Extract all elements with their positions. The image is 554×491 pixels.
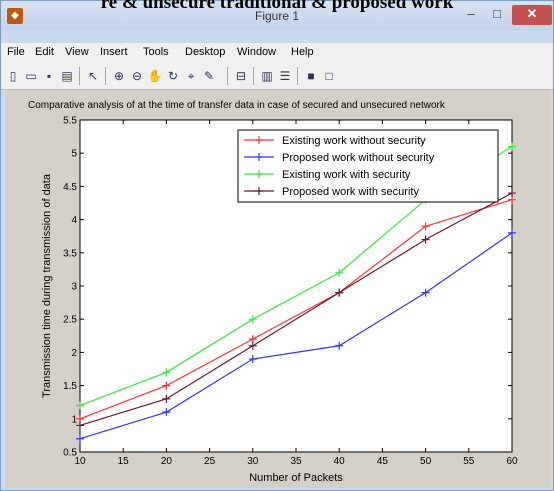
data-point-marker xyxy=(508,142,516,151)
menu-view[interactable]: View xyxy=(65,46,89,58)
x-tick-label: 35 xyxy=(290,456,302,467)
data-point-marker xyxy=(421,222,430,231)
dock-icon[interactable]: □ xyxy=(325,69,333,83)
data-point-marker xyxy=(508,189,516,198)
colorbar-icon[interactable]: ▥ xyxy=(261,69,273,83)
rotate-icon[interactable]: ↻ xyxy=(167,69,179,83)
window-title: Figure 1 xyxy=(254,9,300,23)
data-point-marker xyxy=(248,341,257,350)
data-point-marker xyxy=(335,288,344,297)
x-tick-label: 30 xyxy=(247,456,259,467)
legend[interactable]: Existing work without security Proposed w… xyxy=(237,129,499,203)
data-point-marker xyxy=(76,434,84,443)
close-button[interactable]: ✕ xyxy=(512,5,552,25)
y-tick-label: 3.5 xyxy=(63,248,77,259)
legend-entry-1: Existing work without security xyxy=(282,135,426,147)
toolbar-separator xyxy=(297,67,298,85)
minimize-button[interactable]: – xyxy=(467,6,475,21)
y-tick-label: 3 xyxy=(71,282,77,293)
series-line-2 xyxy=(79,232,513,440)
y-tick-label: 1 xyxy=(71,414,77,425)
brush-icon[interactable]: ✎ xyxy=(203,69,215,83)
data-point-marker xyxy=(508,228,516,237)
x-tick-label: 15 xyxy=(118,456,130,467)
data-cursor-icon[interactable]: ⌖ xyxy=(187,69,195,83)
y-tick-label: 1.5 xyxy=(63,381,77,392)
data-point-marker xyxy=(76,401,84,410)
data-point-marker xyxy=(248,355,257,364)
toolbar-separator xyxy=(105,67,106,85)
data-point-marker xyxy=(335,268,344,277)
legend-box xyxy=(237,129,499,203)
menu-window[interactable]: Window xyxy=(237,46,277,58)
x-axis-label: Number of Packets xyxy=(249,472,343,484)
y-tick-label: 0.5 xyxy=(63,448,77,459)
legend-icon[interactable]: ☰ xyxy=(279,69,291,83)
menu-help[interactable]: Help xyxy=(291,46,314,58)
menu-bar: File Edit View Insert Tools Desktop Wind… xyxy=(1,43,553,63)
zoom-in-icon[interactable]: ⊕ xyxy=(113,69,125,83)
y-tick-label: 5.5 xyxy=(63,116,77,127)
data-point-marker xyxy=(335,341,344,350)
page-caption: re & unsecure traditional & proposed wor… xyxy=(100,0,454,13)
x-tick-label: 25 xyxy=(204,456,216,467)
x-tick-label: 10 xyxy=(74,456,86,467)
toolbar-separator xyxy=(253,67,254,85)
y-axis-label: Transmission time during transmission of… xyxy=(41,173,53,398)
legend-entry-2: Proposed work without security xyxy=(282,152,435,164)
series-line-4 xyxy=(79,192,513,427)
zoom-out-icon[interactable]: ⊖ xyxy=(131,69,143,83)
y-tick-label: 4.5 xyxy=(63,182,77,193)
x-tick-label: 60 xyxy=(506,456,518,467)
link-icon[interactable]: ⊟ xyxy=(235,69,247,83)
maximize-button[interactable]: □ xyxy=(493,6,501,21)
matlab-app-icon: ◆ xyxy=(7,8,23,24)
toolbar-separator xyxy=(227,67,228,85)
data-point-marker xyxy=(421,235,430,244)
data-point-marker xyxy=(248,315,257,324)
data-point-marker xyxy=(76,421,84,430)
x-tick-label: 50 xyxy=(420,456,432,467)
chart-title: Comparative analysis of at the time of t… xyxy=(28,100,446,111)
data-point-marker xyxy=(421,288,430,297)
y-tick-label: 5 xyxy=(71,149,77,160)
title-bar[interactable]: ◆ Figure 1 – □ ✕ xyxy=(1,1,553,31)
data-point-marker xyxy=(162,381,171,390)
menu-insert[interactable]: Insert xyxy=(100,46,128,58)
data-point-marker xyxy=(162,368,171,377)
toolbar-separator xyxy=(79,67,80,85)
y-tick-label: 4 xyxy=(71,215,77,226)
menu-edit[interactable]: Edit xyxy=(35,46,54,58)
legend-entry-4: Proposed work with security xyxy=(282,186,419,198)
save-icon[interactable]: ▪ xyxy=(46,69,52,83)
hide-tools-icon[interactable]: ■ xyxy=(307,69,315,83)
data-point-marker xyxy=(162,408,171,417)
y-tick-label: 2.5 xyxy=(63,315,77,326)
legend-entry-3: Existing work with security xyxy=(282,169,411,181)
x-tick-label: 55 xyxy=(463,456,475,467)
y-tick-label: 2 xyxy=(71,348,77,359)
toolbar: ▯ ▭ ▪ ▤ ↖ ⊕ ⊖ ✋ ↻ ⌖ ✎ ⊟ ▥ ☰ ■ □ xyxy=(1,63,553,90)
new-file-icon[interactable]: ▯ xyxy=(9,69,17,83)
pointer-icon[interactable]: ↖ xyxy=(87,69,99,83)
legend-marker-4 xyxy=(255,187,263,195)
pan-icon[interactable]: ✋ xyxy=(147,69,163,83)
series-line-1 xyxy=(79,199,513,420)
data-point-marker xyxy=(162,394,171,403)
menu-tools[interactable]: Tools xyxy=(143,46,169,58)
x-tick-label: 40 xyxy=(334,456,346,467)
menu-desktop[interactable]: Desktop xyxy=(185,46,226,58)
x-tick-label: 20 xyxy=(161,456,173,467)
legend-marker-1 xyxy=(255,136,263,144)
menu-file[interactable]: File xyxy=(7,46,25,58)
x-tick-label: 45 xyxy=(377,456,389,467)
print-icon[interactable]: ▤ xyxy=(61,69,73,83)
legend-marker-2 xyxy=(255,153,263,161)
legend-marker-3 xyxy=(255,170,263,178)
open-folder-icon[interactable]: ▭ xyxy=(25,69,37,83)
